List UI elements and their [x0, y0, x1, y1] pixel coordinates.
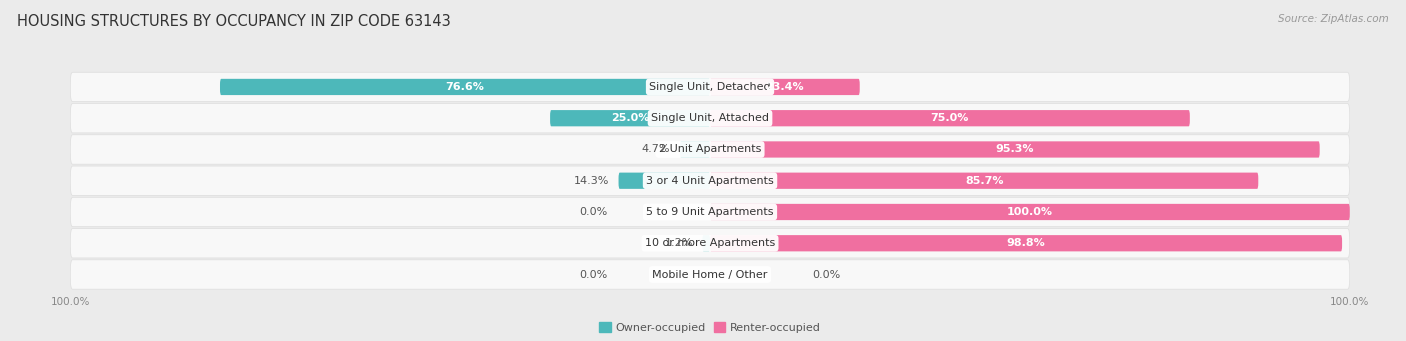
FancyBboxPatch shape	[703, 235, 710, 251]
Text: 23.4%: 23.4%	[765, 82, 804, 92]
Text: Single Unit, Detached: Single Unit, Detached	[650, 82, 770, 92]
Text: 4.7%: 4.7%	[643, 145, 671, 154]
FancyBboxPatch shape	[70, 135, 1350, 164]
Text: 100.0%: 100.0%	[1007, 207, 1053, 217]
FancyBboxPatch shape	[710, 110, 1189, 126]
FancyBboxPatch shape	[619, 173, 710, 189]
Text: HOUSING STRUCTURES BY OCCUPANCY IN ZIP CODE 63143: HOUSING STRUCTURES BY OCCUPANCY IN ZIP C…	[17, 14, 450, 29]
FancyBboxPatch shape	[550, 110, 710, 126]
Legend: Owner-occupied, Renter-occupied: Owner-occupied, Renter-occupied	[595, 318, 825, 337]
FancyBboxPatch shape	[70, 260, 1350, 289]
Text: 5 to 9 Unit Apartments: 5 to 9 Unit Apartments	[647, 207, 773, 217]
FancyBboxPatch shape	[710, 235, 1343, 251]
Text: 10 or more Apartments: 10 or more Apartments	[645, 238, 775, 248]
Text: 0.0%: 0.0%	[579, 207, 607, 217]
FancyBboxPatch shape	[70, 72, 1350, 102]
Text: Mobile Home / Other: Mobile Home / Other	[652, 269, 768, 280]
FancyBboxPatch shape	[70, 197, 1350, 227]
FancyBboxPatch shape	[710, 173, 1258, 189]
FancyBboxPatch shape	[70, 104, 1350, 133]
FancyBboxPatch shape	[70, 166, 1350, 195]
Text: 25.0%: 25.0%	[610, 113, 650, 123]
Text: 75.0%: 75.0%	[931, 113, 969, 123]
Text: 76.6%: 76.6%	[446, 82, 485, 92]
Text: Single Unit, Attached: Single Unit, Attached	[651, 113, 769, 123]
Text: Source: ZipAtlas.com: Source: ZipAtlas.com	[1278, 14, 1389, 24]
FancyBboxPatch shape	[219, 79, 710, 95]
Text: 0.0%: 0.0%	[813, 269, 841, 280]
Text: 98.8%: 98.8%	[1007, 238, 1046, 248]
FancyBboxPatch shape	[710, 141, 1320, 158]
Text: 14.3%: 14.3%	[574, 176, 609, 186]
FancyBboxPatch shape	[710, 79, 859, 95]
Text: 95.3%: 95.3%	[995, 145, 1033, 154]
Text: 85.7%: 85.7%	[965, 176, 1004, 186]
Text: 0.0%: 0.0%	[579, 269, 607, 280]
Text: 1.2%: 1.2%	[665, 238, 693, 248]
FancyBboxPatch shape	[710, 204, 1350, 220]
Text: 3 or 4 Unit Apartments: 3 or 4 Unit Apartments	[647, 176, 773, 186]
Text: 2 Unit Apartments: 2 Unit Apartments	[659, 145, 761, 154]
FancyBboxPatch shape	[70, 228, 1350, 258]
FancyBboxPatch shape	[681, 141, 710, 158]
